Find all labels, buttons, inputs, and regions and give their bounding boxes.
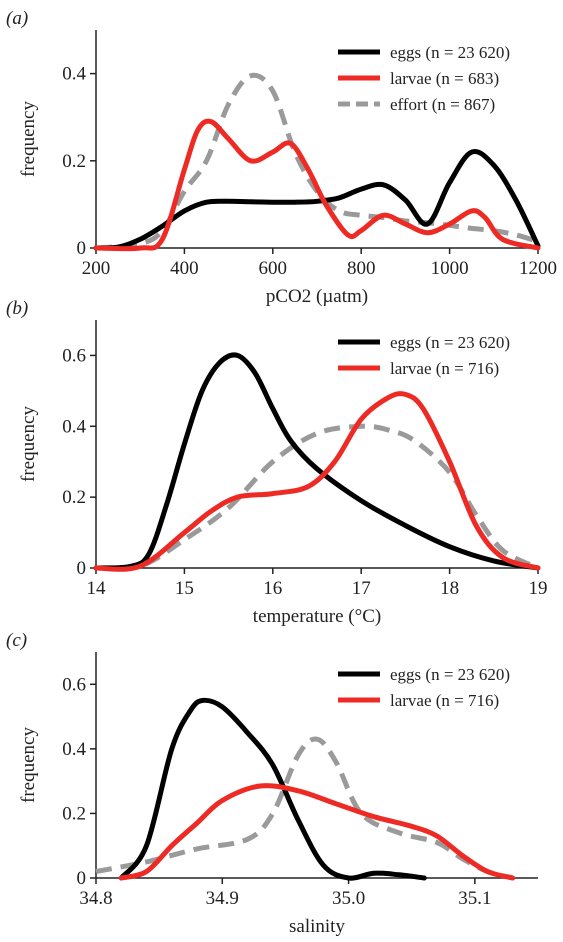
y-tick-label: 0.4 [62, 416, 86, 437]
y-axis-label: frequency [18, 406, 39, 482]
x-tick-label: 34.9 [206, 888, 239, 909]
x-tick-label: 15 [175, 578, 194, 599]
x-tick-label: 18 [440, 578, 459, 599]
x-tick-label: 200 [82, 258, 111, 279]
legend-label-eggs: eggs (n = 23 620) [390, 665, 510, 684]
y-axis-label: frequency [18, 101, 39, 177]
legend-label-effort: effort (n = 867) [390, 95, 495, 114]
x-tick-label: 400 [170, 258, 199, 279]
legend-label-eggs: eggs (n = 23 620) [390, 43, 510, 62]
y-tick-label: 0.4 [62, 64, 86, 85]
panel-0: (a) 0 0.2 0.4 200 400 600 800 1000 1200 pCO2 (µatm… [6, 8, 557, 307]
x-tick-label: 35.0 [332, 888, 365, 909]
series-line-larvae [93, 391, 541, 572]
series-line-effort [95, 736, 514, 881]
y-tick-label: 0 [77, 238, 87, 259]
y-tick-label: 0.2 [62, 487, 86, 508]
panel-label: (c) [6, 630, 27, 651]
x-axis-label: salinity [289, 916, 345, 937]
panel-2: (c) 0 0.2 0.4 0.6 34.8 34.9 35.0 35.1 salinity fre… [6, 630, 538, 937]
legend-label-larvae: larvae (n = 716) [390, 359, 499, 378]
x-axis-label: pCO2 (µatm) [266, 286, 368, 307]
series-line-larvae [118, 783, 516, 881]
y-axis-label: frequency [18, 727, 39, 803]
x-tick-label: 600 [259, 258, 288, 279]
y-tick-label: 0.4 [62, 739, 86, 760]
panel-label: (b) [6, 298, 28, 319]
series-line-eggs [118, 697, 427, 881]
legend-label-larvae: larvae (n = 683) [390, 69, 499, 88]
x-tick-label: 1200 [519, 258, 557, 279]
x-tick-label: 800 [347, 258, 376, 279]
y-tick-label: 0.6 [62, 345, 86, 366]
panel-1: (b) 0 0.2 0.4 0.6 14 15 16 17 18 19 temperature (°C… [6, 298, 548, 627]
x-tick-label: 34.8 [79, 888, 112, 909]
legend-label-eggs: eggs (n = 23 620) [390, 333, 510, 352]
x-tick-label: 35.1 [458, 888, 491, 909]
legend-label-larvae: larvae (n = 716) [390, 691, 499, 710]
series-line-eggs [93, 352, 541, 571]
series-line-effort [95, 423, 540, 572]
y-tick-label: 0.6 [62, 674, 86, 695]
y-tick-label: 0 [77, 868, 87, 889]
x-tick-label: 16 [263, 578, 282, 599]
y-tick-label: 0.2 [62, 151, 86, 172]
x-axis-label: temperature (°C) [253, 606, 381, 627]
panel-label: (a) [6, 8, 28, 29]
x-tick-label: 1000 [431, 258, 469, 279]
series-line-larvae [93, 118, 541, 252]
x-tick-label: 14 [87, 578, 107, 599]
x-tick-label: 19 [529, 578, 548, 599]
y-tick-label: 0 [77, 558, 87, 579]
y-tick-label: 0.2 [62, 803, 86, 824]
x-tick-label: 17 [352, 578, 371, 599]
